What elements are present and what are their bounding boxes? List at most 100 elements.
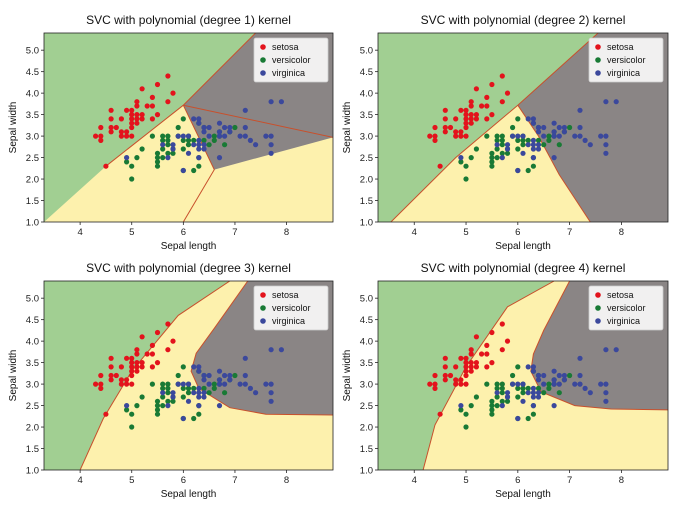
point-virginica bbox=[577, 124, 583, 131]
point-virginica bbox=[541, 372, 547, 379]
x-tick-label: 5 bbox=[463, 227, 468, 238]
point-setosa bbox=[129, 381, 135, 387]
point-virginica bbox=[165, 155, 171, 161]
point-versicolor bbox=[222, 142, 228, 148]
point-virginica bbox=[191, 116, 197, 122]
point-setosa bbox=[484, 103, 490, 109]
x-tick-label: 8 bbox=[284, 475, 289, 486]
point-virginica bbox=[577, 133, 583, 139]
y-tick-label: 4.0 bbox=[26, 88, 39, 99]
region-setosa bbox=[378, 281, 555, 470]
point-versicolor bbox=[165, 137, 171, 143]
point-virginica bbox=[201, 129, 207, 135]
y-tick-label: 1.0 bbox=[360, 217, 373, 228]
point-setosa bbox=[134, 112, 140, 118]
y-tick-label: 2.5 bbox=[26, 153, 39, 164]
point-versicolor bbox=[494, 146, 500, 152]
point-setosa bbox=[149, 364, 155, 370]
point-setosa bbox=[134, 116, 140, 122]
point-virginica bbox=[160, 390, 166, 396]
y-tick-label: 3.5 bbox=[26, 358, 39, 369]
point-setosa bbox=[442, 364, 448, 370]
point-virginica bbox=[206, 381, 212, 387]
point-virginica bbox=[191, 142, 197, 148]
point-versicolor bbox=[201, 385, 207, 391]
point-virginica bbox=[242, 355, 248, 361]
point-versicolor bbox=[556, 142, 562, 148]
point-virginica bbox=[603, 133, 609, 139]
x-tick-label: 5 bbox=[463, 475, 468, 486]
point-versicolor bbox=[180, 116, 186, 122]
decision-boundary bbox=[183, 104, 333, 138]
point-setosa bbox=[129, 133, 135, 139]
y-tick-label: 1.5 bbox=[360, 444, 373, 455]
point-versicolor bbox=[489, 398, 495, 404]
point-virginica bbox=[551, 368, 557, 374]
y-tick-label: 4.0 bbox=[360, 336, 373, 347]
point-virginica bbox=[525, 116, 531, 122]
region-setosa bbox=[44, 281, 230, 470]
point-setosa bbox=[473, 116, 479, 122]
point-versicolor bbox=[154, 155, 161, 161]
point-versicolor bbox=[201, 137, 207, 143]
point-virginica bbox=[216, 155, 223, 161]
point-versicolor bbox=[124, 159, 130, 165]
point-versicolor bbox=[191, 415, 197, 422]
point-versicolor bbox=[489, 407, 495, 413]
point-versicolor bbox=[458, 407, 464, 413]
point-versicolor bbox=[160, 155, 166, 161]
point-virginica bbox=[530, 364, 537, 370]
point-versicolor bbox=[468, 155, 474, 161]
point-virginica bbox=[504, 390, 511, 396]
point-virginica bbox=[499, 155, 505, 161]
point-virginica bbox=[551, 403, 557, 409]
point-virginica bbox=[175, 381, 181, 387]
point-virginica bbox=[180, 133, 186, 139]
point-virginica bbox=[577, 355, 583, 361]
point-setosa bbox=[453, 129, 459, 135]
chart-title: SVC with polynomial (degree 1) kernel bbox=[86, 13, 291, 27]
point-virginica bbox=[535, 394, 542, 400]
x-tick-label: 4 bbox=[412, 475, 417, 486]
point-versicolor bbox=[232, 372, 238, 379]
y-tick-label: 2.0 bbox=[360, 174, 373, 185]
y-axis-label: Sepal width bbox=[342, 102, 353, 154]
point-setosa bbox=[108, 355, 114, 361]
point-versicolor bbox=[180, 385, 186, 391]
point-virginica bbox=[535, 372, 542, 379]
y-tick-label: 1.5 bbox=[26, 196, 39, 207]
y-tick-label: 1.5 bbox=[26, 444, 39, 455]
point-versicolor bbox=[499, 137, 505, 143]
point-setosa bbox=[453, 377, 459, 383]
point-virginica bbox=[170, 390, 176, 396]
y-tick-label: 2.5 bbox=[26, 401, 39, 412]
point-versicolor bbox=[165, 390, 171, 396]
point-setosa bbox=[468, 120, 474, 126]
point-virginica bbox=[278, 99, 284, 105]
point-setosa bbox=[458, 377, 464, 383]
point-versicolor bbox=[175, 124, 181, 131]
point-virginica bbox=[216, 129, 223, 135]
point-virginica bbox=[520, 133, 526, 139]
point-setosa bbox=[165, 73, 171, 79]
point-virginica bbox=[520, 398, 526, 404]
point-versicolor bbox=[160, 381, 166, 387]
point-versicolor bbox=[515, 137, 521, 143]
point-virginica bbox=[268, 133, 274, 139]
point-versicolor bbox=[504, 150, 511, 156]
point-versicolor bbox=[541, 142, 547, 148]
point-setosa bbox=[473, 364, 479, 370]
point-virginica bbox=[556, 372, 562, 379]
point-virginica bbox=[577, 107, 583, 113]
point-versicolor bbox=[499, 142, 505, 148]
point-setosa bbox=[463, 364, 469, 370]
point-setosa bbox=[489, 81, 495, 88]
point-versicolor bbox=[494, 394, 500, 400]
x-axis-label: Sepal length bbox=[161, 241, 217, 252]
point-virginica bbox=[165, 403, 171, 409]
point-setosa bbox=[447, 372, 454, 379]
point-setosa bbox=[499, 99, 505, 105]
y-tick-label: 5.0 bbox=[360, 45, 373, 56]
legend-marker-versicolor bbox=[260, 57, 266, 63]
point-setosa bbox=[432, 137, 438, 143]
